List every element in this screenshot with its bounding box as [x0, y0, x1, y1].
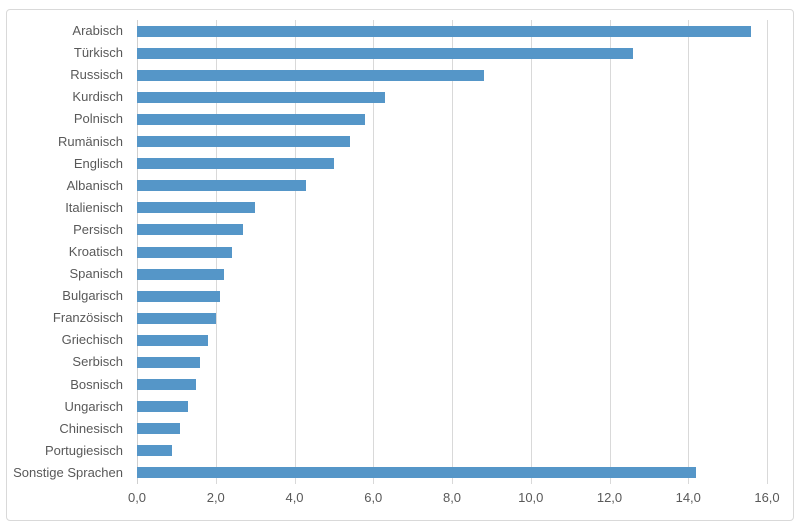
gridline	[609, 20, 611, 484]
gridline	[530, 20, 532, 484]
bar-albanisch	[137, 180, 307, 192]
category-label: Spanisch	[69, 266, 123, 282]
gridline	[373, 20, 375, 484]
bar-russisch	[137, 69, 484, 81]
category-label: Persisch	[73, 221, 123, 237]
category-label: Kroatisch	[68, 244, 123, 259]
bar-kurdisch	[137, 91, 386, 103]
x-tick-label: 4,0	[285, 490, 304, 505]
category-label: Chinesisch	[59, 420, 123, 436]
bar-chinesisch	[137, 423, 181, 435]
gridline	[688, 20, 690, 484]
category-label: Serbisch	[72, 354, 123, 370]
x-tick-label: 6,0	[364, 490, 383, 505]
bar-serbisch	[137, 356, 200, 368]
value-axis: 0,0 2,0 4,0 6,0 8,0 10,0 12,0 14,0 16,0	[0, 488, 800, 508]
bar-sonstige-sprachen	[137, 467, 697, 479]
category-label: Sonstige Sprachen	[13, 464, 123, 480]
bar-persisch	[137, 224, 244, 236]
bar-arabisch	[137, 25, 752, 37]
category-label: Ungarisch	[64, 398, 123, 414]
category-label: Griechisch	[61, 332, 123, 348]
x-tick-label: 12,0	[596, 490, 623, 505]
bar-bosnisch	[137, 379, 197, 391]
x-tick-label: 16,0	[754, 490, 780, 505]
x-tick-label: 0,0	[127, 490, 147, 505]
x-tick-label: 14,0	[675, 490, 701, 505]
bar-polnisch	[137, 113, 366, 125]
category-label: Portugiesisch	[44, 442, 123, 458]
x-tick-label: 2,0	[206, 490, 225, 505]
category-label: Türkisch	[73, 45, 123, 61]
category-label: Albanisch	[66, 177, 123, 193]
bar-englisch	[137, 158, 334, 170]
bar-spanisch	[137, 268, 224, 280]
bar-bulgarisch	[137, 290, 220, 302]
category-label: Französisch	[52, 310, 123, 326]
x-tick-label: 10,0	[518, 490, 544, 505]
bar-franz-sisch	[137, 312, 216, 324]
category-axis: Arabisch Türkisch Russisch Kurdisch Polnisch…	[0, 20, 130, 484]
category-label: Polnisch	[73, 111, 123, 127]
bar-t-rkisch	[137, 47, 634, 59]
category-label: Bosnisch	[70, 376, 123, 392]
bar-italienisch	[137, 202, 256, 214]
x-tick-label: 8,0	[442, 490, 462, 505]
category-label: Arabisch	[72, 23, 123, 39]
bar-ungarisch	[137, 401, 189, 413]
category-label: Kurdisch	[72, 89, 123, 105]
category-label: Russisch	[70, 67, 123, 83]
gridline	[767, 20, 768, 484]
category-label: Italienisch	[65, 199, 123, 215]
plot-area	[137, 20, 768, 484]
bar-portugiesisch	[137, 445, 173, 457]
bar-griechisch	[137, 334, 208, 346]
gridline	[452, 20, 453, 484]
bar-rum-nisch	[137, 136, 350, 148]
bar-kroatisch	[137, 246, 232, 258]
category-label: Englisch	[73, 155, 123, 171]
gridline	[294, 20, 296, 484]
category-label: Bulgarisch	[62, 288, 123, 304]
category-label: Rumänisch	[57, 133, 123, 149]
